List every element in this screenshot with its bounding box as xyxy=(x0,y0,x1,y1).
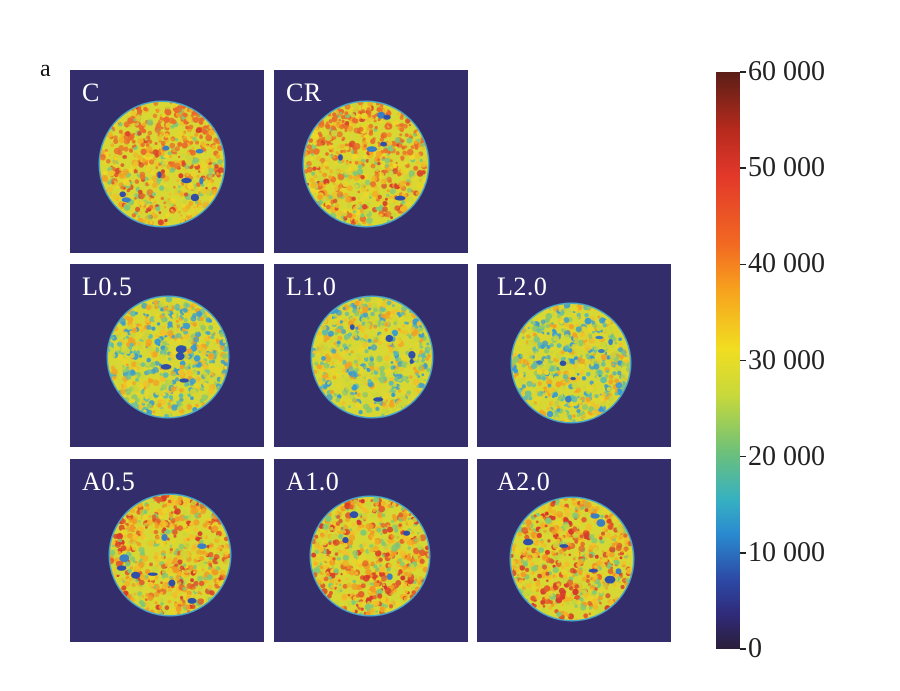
tablet-speckle xyxy=(312,297,432,417)
tablet-image xyxy=(310,295,434,419)
tablet-image xyxy=(510,302,632,424)
image-tile-l0-5: L0.5 xyxy=(70,264,264,447)
tablet-image xyxy=(302,100,430,228)
tablet-speckle xyxy=(304,102,428,226)
colorbar-tick xyxy=(740,455,746,458)
image-tile-l1-0: L1.0 xyxy=(274,264,468,447)
colorbar-tick-label: 30 000 xyxy=(748,344,825,376)
tablet-image xyxy=(309,495,431,617)
image-tile-a2-0: A2.0 xyxy=(477,459,671,642)
tablet-image xyxy=(108,493,232,617)
colorbar-tick xyxy=(740,552,746,554)
tablet-image xyxy=(509,496,635,622)
image-tile-c: C xyxy=(70,70,264,253)
tablet-speckle xyxy=(511,498,633,620)
tile-label: C xyxy=(82,78,100,107)
tile-label: L2.0 xyxy=(497,272,548,301)
image-tile-a0-5: A0.5 xyxy=(70,459,264,642)
colorbar-tick-label: 40 000 xyxy=(748,248,825,280)
colorbar-tick-label: 20 000 xyxy=(748,440,825,472)
panel-letter: a xyxy=(40,56,51,82)
tablet-image xyxy=(98,100,226,228)
tile-label: L0.5 xyxy=(82,272,133,301)
tablet-image xyxy=(106,295,230,419)
image-tile-l2-0: L2.0 xyxy=(477,264,671,447)
colorbar-tick-label: 60 000 xyxy=(748,56,825,87)
colorbar-tick-label: 50 000 xyxy=(748,152,825,184)
image-tile-a1-0: A1.0 xyxy=(274,459,468,642)
colorbar-tick xyxy=(740,71,746,73)
colorbar-gradient xyxy=(716,72,740,649)
colorbar-tick-label: 10 000 xyxy=(748,536,825,568)
colorbar-tick xyxy=(740,359,746,362)
tile-label: L1.0 xyxy=(286,272,337,301)
tablet-speckle xyxy=(110,495,230,615)
colorbar-tick xyxy=(740,167,746,169)
colorbar-tick xyxy=(740,263,746,266)
tile-label: A0.5 xyxy=(82,467,136,496)
colorbar-tick-label: 0 xyxy=(748,633,762,664)
image-tile-cr: CR xyxy=(274,70,468,253)
colorbar-tick xyxy=(740,648,746,650)
tile-label: A2.0 xyxy=(497,467,551,496)
tablet-speckle xyxy=(108,297,228,417)
colorbar xyxy=(716,72,740,649)
tile-label: CR xyxy=(286,78,322,107)
tile-label: A1.0 xyxy=(286,467,340,496)
